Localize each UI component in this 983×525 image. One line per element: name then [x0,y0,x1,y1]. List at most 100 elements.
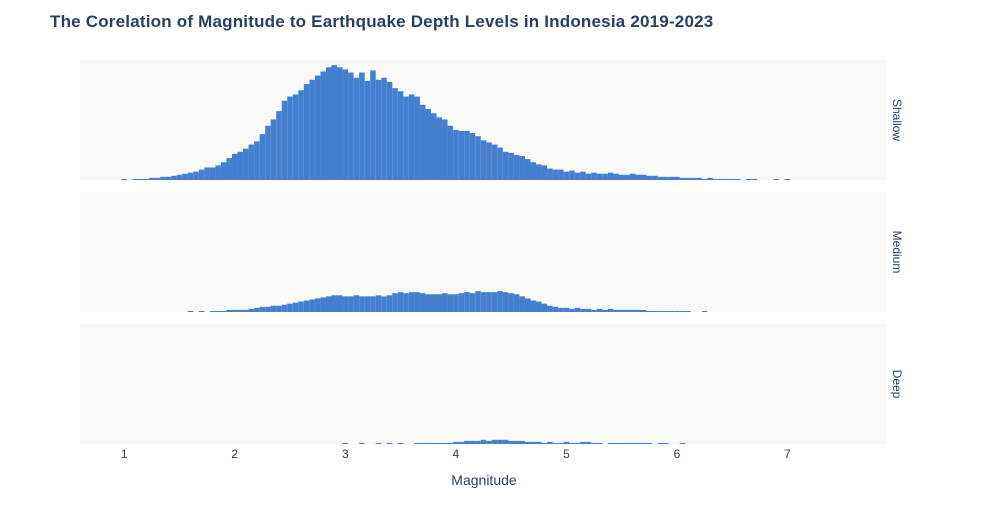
histogram-bar[interactable] [580,441,586,444]
histogram-bar[interactable] [453,294,459,312]
histogram-bar[interactable] [464,440,470,444]
histogram-bar[interactable] [596,173,603,180]
histogram-bar[interactable] [309,79,315,180]
histogram-bar[interactable] [419,442,426,444]
histogram-bar[interactable] [187,310,194,312]
histogram-bar[interactable] [591,309,597,312]
histogram-bar[interactable] [342,69,349,180]
histogram-bar[interactable] [309,299,315,312]
histogram-bar[interactable] [265,306,271,312]
histogram-bar[interactable] [585,441,592,444]
histogram-bar[interactable] [663,442,669,444]
histogram-bar[interactable] [635,309,642,312]
histogram-bar[interactable] [143,178,150,180]
histogram-bar[interactable] [436,442,443,444]
histogram-bar[interactable] [464,292,470,312]
histogram-bar[interactable] [646,175,653,180]
histogram-bar[interactable] [259,306,266,312]
histogram-bar[interactable] [596,442,603,444]
histogram-bar[interactable] [403,96,409,180]
histogram-bar[interactable] [552,442,559,444]
histogram-bar[interactable] [359,442,365,444]
histogram-bar[interactable] [265,125,271,180]
histogram-bar[interactable] [414,442,420,444]
histogram-bar[interactable] [480,439,487,444]
histogram-bar[interactable] [447,125,454,180]
histogram-bar[interactable] [209,167,216,180]
histogram-bar[interactable] [486,292,492,312]
histogram-bar[interactable] [425,109,431,180]
histogram-bar[interactable] [641,442,647,444]
histogram-bar[interactable] [375,442,382,444]
histogram-bar[interactable] [386,295,393,312]
histogram-bar[interactable] [690,177,697,180]
histogram-bar[interactable] [513,294,520,312]
histogram-bar[interactable] [635,442,642,444]
histogram-bar[interactable] [298,90,304,180]
histogram-bar[interactable] [414,292,420,312]
histogram-bar[interactable] [232,153,238,180]
histogram-bar[interactable] [602,173,608,180]
histogram-bar[interactable] [629,309,636,312]
histogram-bar[interactable] [392,88,398,180]
histogram-bar[interactable] [425,442,431,444]
histogram-bar[interactable] [641,174,647,180]
histogram-bar[interactable] [729,178,735,180]
histogram-bar[interactable] [276,111,282,180]
histogram-bar[interactable] [121,178,127,180]
histogram-bar[interactable] [447,442,454,444]
histogram-bar[interactable] [182,173,188,180]
histogram-bar[interactable] [248,144,255,180]
histogram-bar[interactable] [657,176,664,180]
histogram-bar[interactable] [624,309,630,312]
histogram-bar[interactable] [348,72,354,180]
histogram-bar[interactable] [596,308,603,312]
histogram-bar[interactable] [430,294,437,312]
histogram-bar[interactable] [547,168,553,180]
histogram-bar[interactable] [458,293,465,312]
histogram-bar[interactable] [320,297,326,312]
histogram-bar[interactable] [486,142,492,180]
histogram-bar[interactable] [220,162,227,180]
histogram-bar[interactable] [497,291,503,312]
histogram-bar[interactable] [442,293,448,312]
histogram-bar[interactable] [353,295,360,312]
histogram-bar[interactable] [646,442,653,444]
histogram-bar[interactable] [303,84,310,180]
histogram-bar[interactable] [508,152,514,180]
histogram-bar[interactable] [447,294,454,312]
histogram-bar[interactable] [314,298,321,312]
histogram-bar[interactable] [624,174,630,180]
histogram-bar[interactable] [569,170,575,180]
histogram-bar[interactable] [419,293,426,312]
histogram-bar[interactable] [408,94,415,180]
histogram-bar[interactable] [679,442,686,444]
histogram-bar[interactable] [287,96,293,180]
histogram-bar[interactable] [281,304,288,312]
histogram-bar[interactable] [591,442,597,444]
histogram-bar[interactable] [547,441,553,444]
histogram-bar[interactable] [652,310,658,312]
histogram-bar[interactable] [502,151,509,180]
histogram-bar[interactable] [635,174,642,180]
histogram-bar[interactable] [530,162,537,180]
histogram-bar[interactable] [613,173,619,180]
histogram-bar[interactable] [773,178,780,180]
histogram-bar[interactable] [547,305,553,312]
histogram-bar[interactable] [430,442,437,444]
histogram-bar[interactable] [337,295,343,312]
histogram-bar[interactable] [171,175,177,180]
histogram-bar[interactable] [629,173,636,180]
histogram-bar[interactable] [585,173,592,180]
histogram-bar[interactable] [198,169,205,180]
histogram-bar[interactable] [497,439,503,444]
histogram-bar[interactable] [558,307,564,312]
histogram-bar[interactable] [685,310,691,312]
histogram-bar[interactable] [723,178,730,180]
histogram-bar[interactable] [331,65,338,180]
histogram-bar[interactable] [580,308,586,312]
histogram-bar[interactable] [685,177,691,180]
histogram-bar[interactable] [613,309,619,312]
histogram-bar[interactable] [298,301,304,312]
histogram-bar[interactable] [674,310,680,312]
